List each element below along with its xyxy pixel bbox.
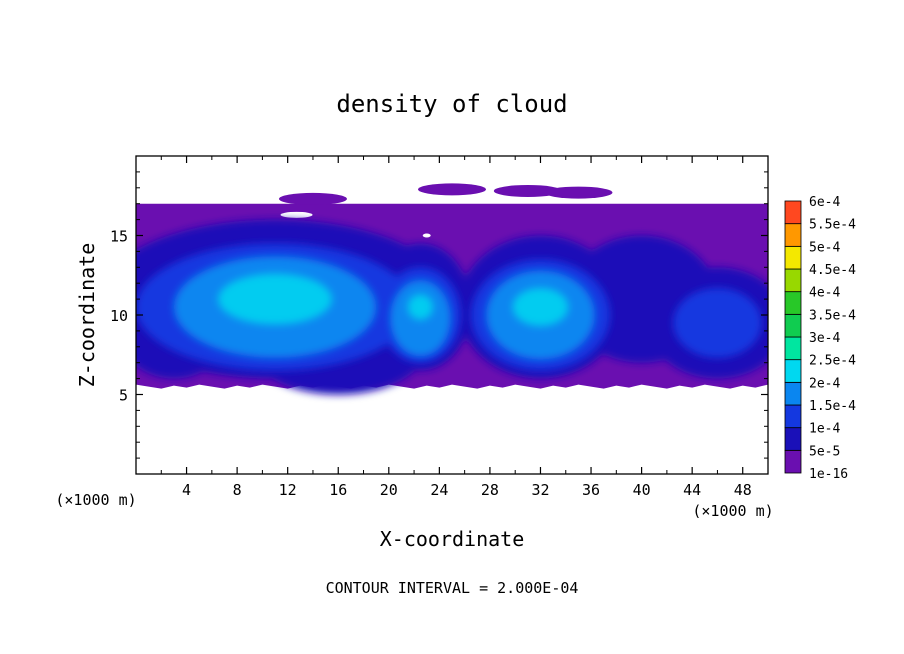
colorbar-swatch <box>784 404 802 429</box>
colorbar-label: 1.5e-4 <box>809 399 856 414</box>
x-tick-label: 44 <box>683 481 701 499</box>
x-tick-label: 4 <box>182 481 191 499</box>
y-axis: 5 10 15 <box>110 171 768 459</box>
contour-2e-4 <box>218 273 569 327</box>
x-tick-label: 24 <box>430 481 448 499</box>
x-tick-label: 28 <box>481 481 499 499</box>
colorbar-swatch <box>784 291 802 315</box>
colorbar-label: 4e-4 <box>809 286 840 301</box>
x-unit-right: (×1000 m) <box>692 502 773 520</box>
x-tick-label: 20 <box>380 481 398 499</box>
colorbar-label: 5e-5 <box>809 444 840 459</box>
y-axis-label: Z-coordinate <box>75 243 99 388</box>
x-tick-label: 12 <box>279 481 297 499</box>
cloud-top-bump <box>418 183 486 196</box>
contour-interval-note: CONTOUR INTERVAL = 2.000E-04 <box>326 579 579 597</box>
colorbar-label: 6e-4 <box>809 195 840 210</box>
colorbar-label: 2.5e-4 <box>809 354 856 369</box>
x-unit-left: (×1000 m) <box>55 491 136 509</box>
colorbar-swatch <box>784 381 802 406</box>
contour-blob <box>673 287 762 358</box>
colorbar: 1e-16 5e-5 1e-4 1.5e-4 2e-4 2.5e-4 3e-4 3.5e-4 4… <box>784 195 856 482</box>
x-axis: 4 8 12 16 20 24 28 32 36 40 44 48 <box>160 156 752 499</box>
colorbar-swatch <box>784 427 802 451</box>
colorbar-swatch <box>784 268 802 293</box>
cloud-top-bump <box>493 184 562 197</box>
colorbar-label: 1e-4 <box>809 422 840 437</box>
cloud-gap <box>422 233 431 238</box>
x-axis-label: X-coordinate <box>380 527 525 551</box>
colorbar-label: 2e-4 <box>809 376 840 391</box>
colorbar-swatch <box>784 359 802 383</box>
colorbar-label: 3e-4 <box>809 331 840 346</box>
y-tick-label: 10 <box>110 307 128 325</box>
colorbar-label: 5.5e-4 <box>809 218 856 233</box>
x-tick-label: 8 <box>233 481 242 499</box>
cloud-density-field <box>136 183 768 395</box>
x-tick-label: 16 <box>329 481 347 499</box>
colorbar-label: 1e-16 <box>809 467 848 482</box>
colorbar-swatch <box>784 449 802 474</box>
x-tick-label: 36 <box>582 481 600 499</box>
colorbar-swatch <box>784 223 802 247</box>
cloud-core <box>407 294 434 320</box>
colorbar-swatch <box>784 336 802 361</box>
x-tick-label: 40 <box>633 481 651 499</box>
colorbar-label: 3.5e-4 <box>809 308 856 323</box>
colorbar-label: 5e-4 <box>809 240 840 255</box>
cloud-core <box>512 287 569 327</box>
y-tick-label: 5 <box>119 387 128 405</box>
chart-title: density of cloud <box>336 90 567 118</box>
colorbar-label: 4.5e-4 <box>809 263 856 278</box>
colorbar-swatch <box>784 200 802 225</box>
x-tick-label: 48 <box>734 481 752 499</box>
cloud-top-bump <box>544 186 613 199</box>
cloud-gap <box>280 211 313 218</box>
x-tick-label: 32 <box>531 481 549 499</box>
colorbar-swatch <box>784 313 802 338</box>
cloud-top-bump <box>278 192 347 205</box>
colorbar-swatch <box>784 245 802 270</box>
cloud-core <box>218 273 332 325</box>
y-tick-label: 15 <box>110 228 128 246</box>
